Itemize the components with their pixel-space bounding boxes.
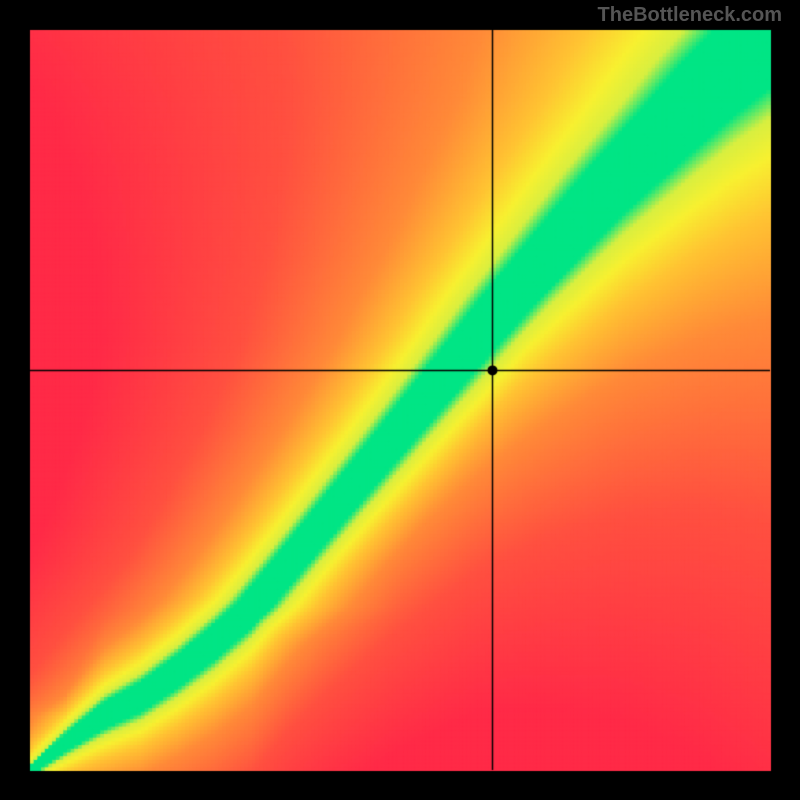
figure-container: TheBottleneck.com	[0, 0, 800, 800]
heatmap-canvas	[0, 0, 800, 800]
watermark-text: TheBottleneck.com	[598, 4, 782, 27]
